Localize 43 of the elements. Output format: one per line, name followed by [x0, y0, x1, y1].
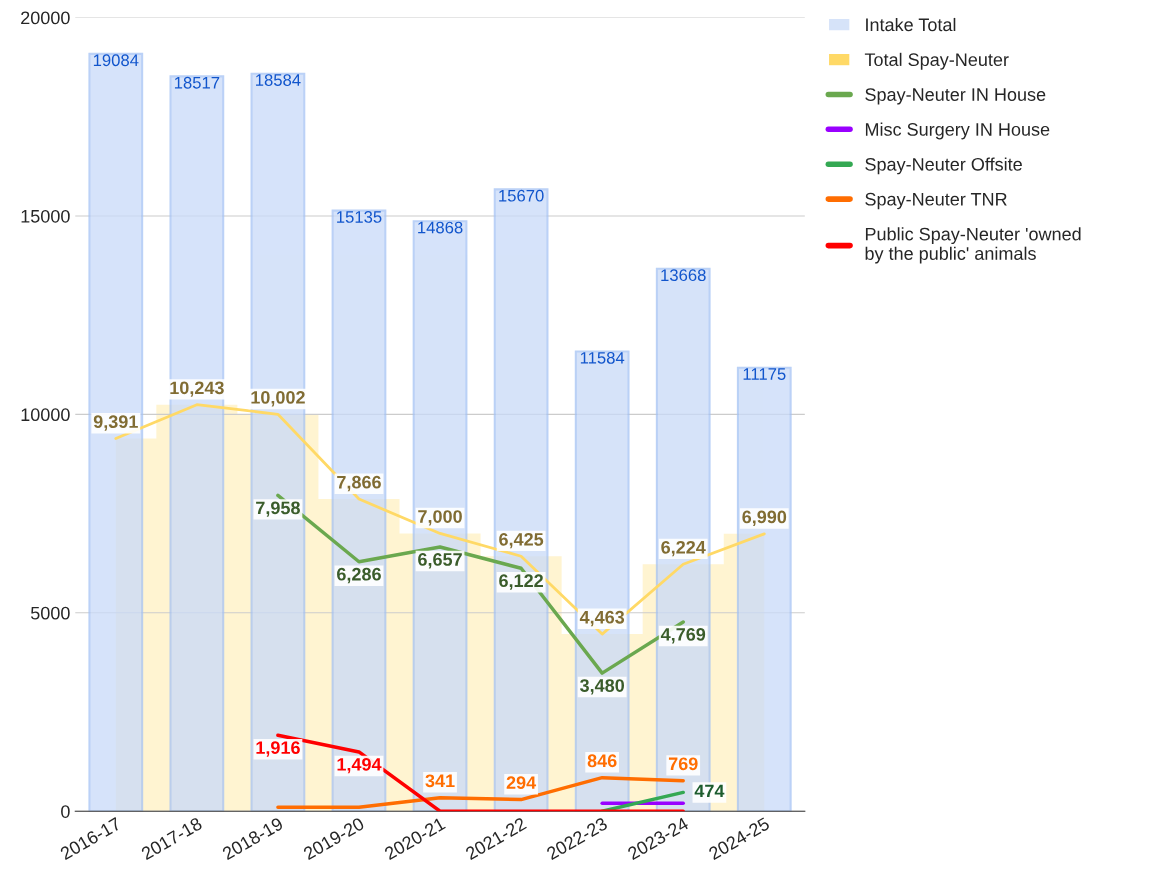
data-label: 341: [425, 774, 455, 788]
data-label: 6,224: [661, 540, 706, 557]
data-label: 769: [668, 757, 698, 771]
data-label: 15135: [337, 211, 382, 223]
data-label: 7,958: [256, 501, 300, 517]
data-label: 3,480: [579, 679, 625, 695]
data-label: 19084: [93, 54, 139, 67]
data-label: 6,657: [418, 553, 462, 569]
legend-label: Spay-Neuter TNR: [865, 192, 1007, 210]
data-label: 10,002: [251, 391, 305, 407]
data-label: 7,000: [418, 510, 462, 526]
legend-label: Spay-Neuter IN House: [865, 88, 1046, 105]
y-tick-label: 0: [61, 805, 70, 818]
data-label: 474: [694, 784, 725, 798]
data-label: 6,286: [337, 567, 381, 584]
data-label: 14868: [418, 221, 463, 234]
legend-label: Total Spay-Neuter: [864, 52, 1009, 70]
data-label: 294: [506, 776, 537, 790]
data-label: 11584: [580, 351, 625, 364]
y-tick-label: 5000: [30, 606, 70, 620]
data-label: 11175: [743, 368, 786, 380]
data-label: 846: [587, 754, 617, 768]
legend-label: Intake Total: [866, 17, 956, 32]
data-label: 9,391: [93, 415, 138, 431]
y-tick-label: 15000: [21, 209, 70, 223]
legend-label: Public Spay-Neuter 'owned by the public' animals: [865, 227, 1081, 264]
data-label: 6,425: [499, 532, 544, 549]
data-label: 13668: [661, 269, 706, 282]
data-label: 1,494: [337, 757, 382, 774]
data-label: 18517: [174, 76, 220, 89]
data-label: 15670: [499, 189, 544, 202]
data-label: 4,769: [660, 628, 706, 644]
data-label: 4,463: [579, 610, 625, 627]
data-label: 6,990: [742, 510, 787, 526]
legend-label: Spay-Neuter Offsite: [865, 157, 1022, 175]
data-label: 6,122: [499, 574, 543, 590]
y-tick-label: 10000: [21, 408, 70, 422]
data-label: 18584: [256, 74, 301, 86]
data-label: 1,916: [256, 741, 300, 757]
data-label: 10,243: [170, 381, 224, 397]
y-tick-label: 20000: [21, 11, 70, 25]
data-label: 7,866: [337, 475, 381, 492]
legend-label: Misc Surgery IN House: [865, 122, 1050, 140]
